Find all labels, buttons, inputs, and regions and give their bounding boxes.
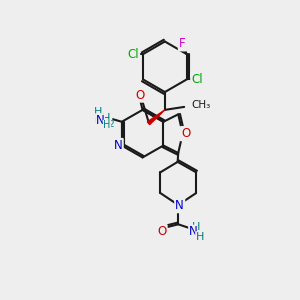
Text: Cl: Cl — [191, 73, 203, 86]
Text: O: O — [157, 225, 167, 238]
Text: N: N — [114, 139, 123, 152]
Text: N: N — [96, 114, 104, 127]
Text: O: O — [181, 127, 190, 140]
Polygon shape — [147, 110, 165, 124]
Text: Cl: Cl — [128, 48, 139, 61]
Text: F: F — [179, 37, 186, 50]
Text: 2: 2 — [108, 120, 114, 129]
Text: N: N — [189, 225, 197, 238]
Text: O: O — [135, 88, 144, 101]
Text: CH₃: CH₃ — [192, 100, 211, 110]
Text: NH: NH — [94, 112, 111, 125]
Text: H: H — [196, 232, 204, 242]
Text: N: N — [175, 199, 184, 212]
Text: H: H — [103, 120, 111, 130]
Text: H: H — [192, 222, 200, 232]
Text: H: H — [94, 107, 102, 117]
